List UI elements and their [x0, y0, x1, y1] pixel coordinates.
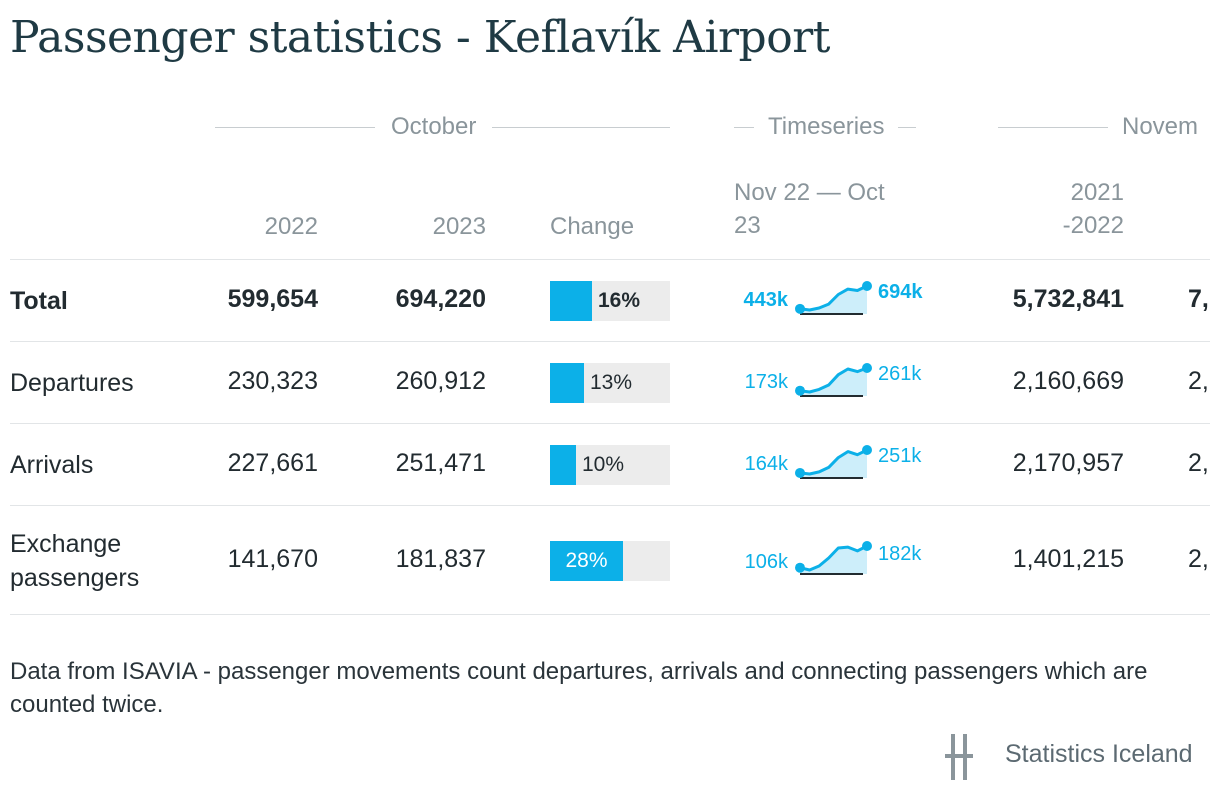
- change-bar-fill: [550, 281, 592, 321]
- row-label: Arrivals: [10, 451, 94, 479]
- sparkline-end-label: 182k: [878, 543, 922, 565]
- change-bar: 10%: [550, 445, 670, 485]
- value-2022: 599,654: [227, 285, 318, 313]
- group-label-october: October: [391, 113, 477, 140]
- value-next-period: 2,: [1188, 449, 1209, 477]
- value-2023: 260,912: [395, 367, 486, 395]
- sparkline-end-label: 251k: [878, 445, 922, 467]
- value-period: 1,401,215: [1012, 545, 1124, 573]
- sparkline-start-label: 106k: [745, 551, 789, 573]
- column-header-2023: 2023: [432, 213, 486, 240]
- row-label: Exchange passengers: [10, 527, 139, 595]
- row-separator: [10, 505, 1210, 506]
- column-header-period-line2: -2022: [1062, 212, 1124, 239]
- sparkline-start-label: 443k: [744, 289, 789, 311]
- change-bar-label: 10%: [582, 453, 625, 476]
- group-header-october: October: [215, 112, 670, 142]
- sparkline-end-point: [862, 445, 872, 455]
- value-next-period: 2,: [1188, 367, 1209, 395]
- logo-text: Statistics Iceland: [1005, 740, 1193, 768]
- sparkline-start-point: [795, 467, 805, 478]
- column-header-timeseries: Nov 22 — Oct 23: [734, 176, 934, 242]
- value-period: 2,170,957: [1012, 449, 1124, 477]
- sparkline-start-label: 164k: [745, 453, 789, 475]
- row-label: Total: [10, 287, 68, 315]
- change-bar-label: 28%: [565, 549, 608, 572]
- statistics-iceland-logo-icon: [945, 734, 973, 780]
- sparkline-line: [799, 448, 868, 476]
- sparkline-start-label: 173k: [745, 371, 789, 393]
- sparkline-line: [799, 284, 868, 312]
- column-header-period-line1: 2021: [1070, 179, 1124, 206]
- sparkline-end-point: [862, 363, 872, 373]
- value-2022: 227,661: [227, 449, 318, 477]
- row-label: Departures: [10, 369, 134, 397]
- value-2022: 230,323: [227, 367, 318, 395]
- sparkline: 164k 251k: [745, 445, 922, 479]
- group-header-timeseries: Timeseries: [734, 112, 934, 142]
- column-header-period: 2021 -2022: [1000, 176, 1124, 242]
- sparkline-start-point: [795, 562, 805, 573]
- sparkline-end-label: 694k: [878, 281, 923, 303]
- change-bar-fill: [550, 363, 584, 403]
- change-bar: 28%: [550, 541, 670, 581]
- change-bar-label: 13%: [590, 371, 633, 394]
- change-bar-fill: [550, 445, 576, 485]
- column-header-timeseries-line1: Nov 22 — Oct: [734, 179, 885, 206]
- sparkline-start-point: [795, 385, 805, 396]
- change-bar: 16%: [550, 281, 670, 321]
- sparkline: 443k 694k: [744, 281, 923, 315]
- row-separator: [10, 614, 1210, 615]
- page-title: Passenger statistics - Keflavík Airport: [10, 12, 830, 63]
- change-bar: 13%: [550, 363, 670, 403]
- sparkline-start-point: [795, 303, 805, 314]
- row-label-line2: passengers: [10, 564, 140, 592]
- change-bar-label: 16%: [598, 289, 641, 312]
- row-separator: [10, 423, 1210, 424]
- value-2022: 141,670: [227, 545, 318, 573]
- value-period: 5,732,841: [1012, 285, 1124, 313]
- sparkline-end-point: [862, 281, 872, 291]
- row-separator: [10, 341, 1210, 342]
- value-2023: 251,471: [395, 449, 486, 477]
- value-2023: 181,837: [395, 545, 486, 573]
- column-header-timeseries-line2: 23: [734, 212, 761, 239]
- group-label-november: Novem: [1122, 113, 1199, 140]
- sparkline: 106k 182k: [745, 541, 922, 575]
- row-label-line1: Exchange: [10, 530, 122, 558]
- row-separator: [10, 259, 1210, 260]
- column-header-change: Change: [550, 213, 635, 240]
- column-header-2022: 2022: [264, 213, 318, 240]
- group-header-november: Novem: [998, 112, 1220, 142]
- footnote: Data from ISAVIA - passenger movements c…: [10, 658, 1148, 718]
- change-bar-fill: [550, 541, 623, 581]
- sparkline-line: [799, 544, 868, 572]
- sparkline: 173k 261k: [745, 363, 922, 397]
- value-2023: 694,220: [395, 285, 486, 313]
- group-label-timeseries: Timeseries: [768, 113, 885, 140]
- sparkline-end-label: 261k: [878, 363, 922, 385]
- value-next-period: 7,: [1188, 285, 1209, 313]
- sparkline-end-point: [862, 541, 872, 551]
- sparkline-line: [799, 366, 868, 394]
- value-next-period: 2,: [1188, 545, 1209, 573]
- value-period: 2,160,669: [1012, 367, 1124, 395]
